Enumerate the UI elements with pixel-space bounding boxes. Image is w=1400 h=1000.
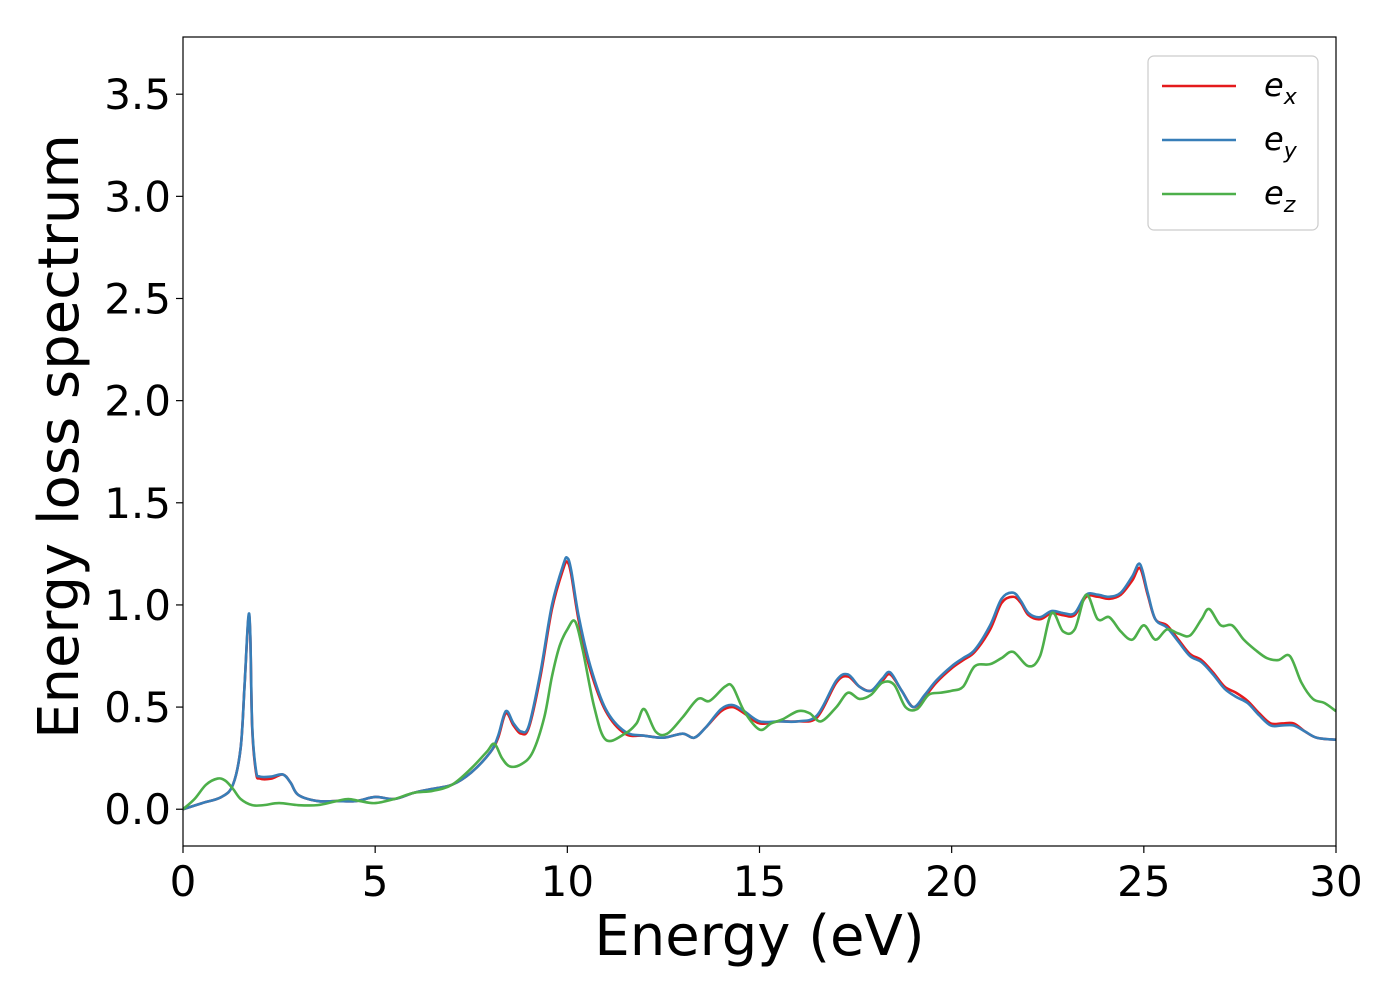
y-tick-label: 2.0	[104, 377, 171, 426]
series-layer	[183, 556, 1336, 811]
y-tick-label: 0.0	[104, 785, 171, 834]
x-tick-label: 30	[1309, 857, 1362, 906]
legend-label-z: ez	[1264, 174, 1296, 218]
legend: ex ey ez	[1147, 55, 1319, 231]
y-tick-label: 0.5	[104, 683, 171, 732]
y-tick-label: 3.0	[104, 172, 171, 221]
x-axis-label: Energy (eV)	[594, 904, 924, 969]
x-tick-label: 15	[733, 857, 786, 906]
y-tick-label: 2.5	[104, 274, 171, 323]
legend-label-x: ex	[1264, 66, 1298, 110]
x-tick-label: 10	[541, 857, 594, 906]
y-tick-label: 1.0	[104, 581, 171, 630]
series-line-e-z	[183, 593, 1336, 811]
y-axis: 0.0 0.5 1.0 1.5 2.0 2.5 3.0 3.5	[104, 70, 183, 834]
x-axis: 0 5 10 15 20 25 30	[170, 846, 1363, 906]
legend-box	[1147, 55, 1319, 231]
legend-label-y: ey	[1264, 120, 1298, 164]
x-tick-label: 0	[170, 857, 197, 906]
y-tick-label: 3.5	[104, 70, 171, 119]
series-line-e-x	[183, 560, 1336, 811]
x-tick-label: 5	[362, 857, 389, 906]
x-tick-label: 20	[925, 857, 978, 906]
series-line-e-y	[183, 556, 1336, 811]
y-axis-label: Energy loss spectrum	[27, 134, 92, 739]
x-tick-label: 25	[1117, 857, 1170, 906]
y-tick-label: 1.5	[104, 479, 171, 528]
